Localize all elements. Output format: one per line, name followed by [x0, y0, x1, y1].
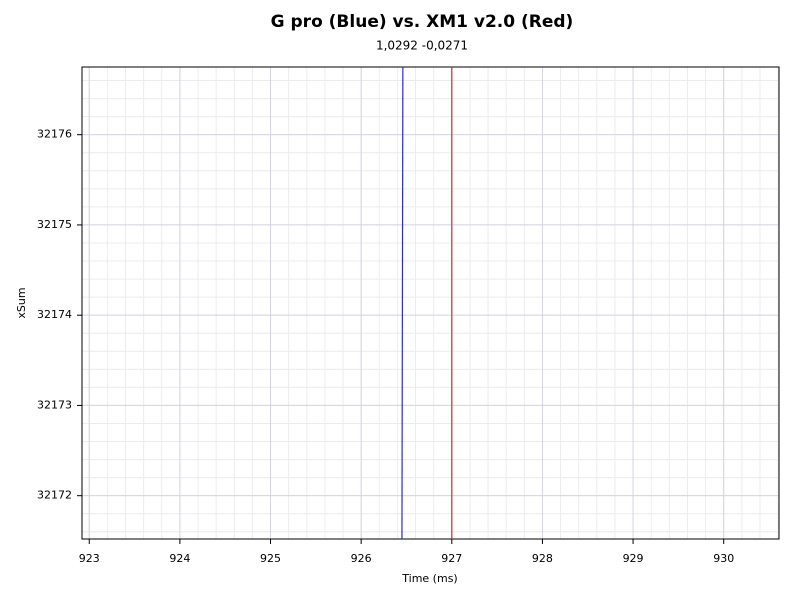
x-tick-label: 924 — [169, 552, 190, 565]
x-axis-label: Time (ms) — [401, 572, 457, 585]
x-tick-label: 928 — [532, 552, 553, 565]
x-tick-label: 925 — [260, 552, 281, 565]
x-tick-label: 929 — [623, 552, 644, 565]
x-tick-label: 923 — [79, 552, 100, 565]
chart-subtitle: 1,0292 -0,0271 — [376, 39, 468, 53]
plot-frame — [81, 66, 780, 540]
line-series — [401, 67, 404, 539]
y-tick-label: 32176 — [37, 128, 72, 141]
chart-title: G pro (Blue) vs. XM1 v2.0 (Red) — [271, 12, 574, 32]
y-tick-label: 32172 — [37, 489, 72, 502]
y-tick-label: 32173 — [37, 398, 72, 411]
y-tick-label: 32174 — [37, 308, 72, 321]
x-tick-label: 930 — [713, 552, 734, 565]
x-tick-label: 926 — [351, 552, 372, 565]
y-axis-label: xSum — [15, 287, 28, 318]
x-tick-label: 927 — [441, 552, 462, 565]
y-tick-label: 32175 — [37, 218, 72, 231]
